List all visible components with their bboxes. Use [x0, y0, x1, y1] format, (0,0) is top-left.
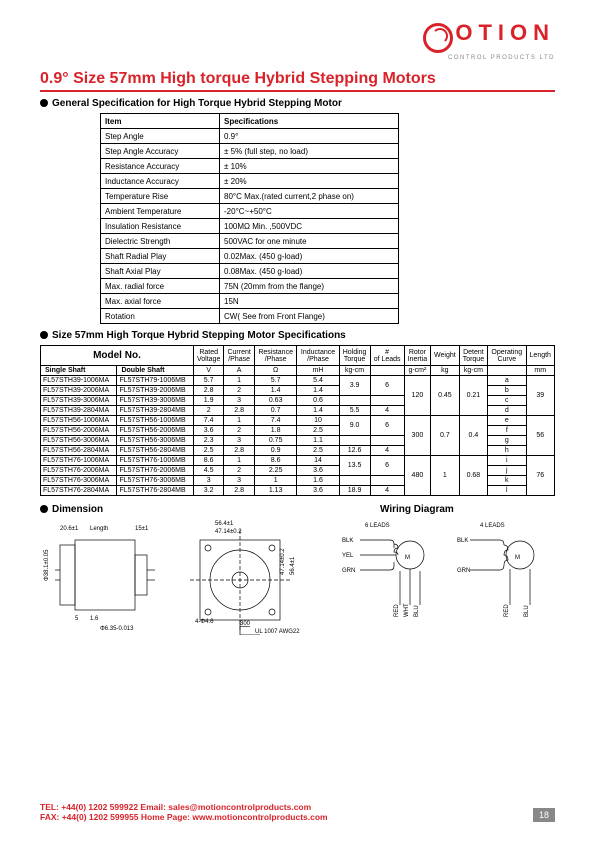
- logo-subtitle: CONTROL PRODUCTS LTD: [423, 55, 555, 61]
- svg-text:Length: Length: [90, 526, 108, 532]
- bullet-icon: [40, 99, 48, 107]
- spec-val: ± 5% (full step, no load): [220, 144, 399, 159]
- svg-text:UL 1007 AWG22: UL 1007 AWG22: [255, 629, 300, 635]
- spec-header-spec: Specifications: [220, 114, 399, 129]
- page-number: 18: [533, 808, 555, 822]
- svg-text:4 LEADS: 4 LEADS: [480, 523, 505, 529]
- footer-line1: TEL: +44(0) 1202 599922 Email: sales@mot…: [40, 802, 555, 812]
- page-title: 0.9° Size 57mm High torque Hybrid Steppi…: [40, 70, 555, 92]
- spec-key: Step Angle Accuracy: [101, 144, 220, 159]
- wiring-diagram: 6 LEADS 4 LEADS M BLK YEL GRN RED: [340, 515, 560, 635]
- spec-header-item: Item: [101, 114, 220, 129]
- svg-text:RED: RED: [504, 604, 510, 617]
- bottom-section: Dimension 20.6±1 Length 15±1 Φ38.1±0.05 …: [40, 504, 555, 635]
- logo: OTION CONTROL PRODUCTS LTD: [423, 20, 555, 61]
- svg-text:BLK: BLK: [342, 538, 353, 544]
- spec-key: Inductance Accuracy: [101, 174, 220, 189]
- svg-text:47.14±0.2: 47.14±0.2: [280, 548, 286, 575]
- section2-title: Size 57mm High Torque Hybrid Stepping Mo…: [52, 330, 346, 341]
- dimension-block: Dimension 20.6±1 Length 15±1 Φ38.1±0.05 …: [40, 504, 330, 635]
- svg-text:47.14±0.2: 47.14±0.2: [215, 529, 242, 535]
- spec-val: 500VAC for one minute: [220, 234, 399, 249]
- spec-val: 15N: [220, 294, 399, 309]
- bullet-icon: [40, 331, 48, 339]
- spec-key: Resistance Accuracy: [101, 159, 220, 174]
- svg-text:YEL: YEL: [342, 553, 354, 559]
- spec-key: Insulation Resistance: [101, 219, 220, 234]
- svg-text:M: M: [405, 555, 410, 561]
- dimension-title: Dimension: [52, 504, 103, 515]
- logo-icon: [423, 23, 453, 53]
- dimension-heading: Dimension: [40, 504, 330, 515]
- svg-text:56.4±1: 56.4±1: [290, 556, 296, 575]
- spec-key: Ambient Temperature: [101, 204, 220, 219]
- svg-text:WHT: WHT: [404, 603, 410, 617]
- svg-text:BLU: BLU: [524, 605, 530, 617]
- svg-text:15±1: 15±1: [135, 526, 149, 532]
- spec-key: Max. axial force: [101, 294, 220, 309]
- spec-val: 80°C Max.(rated current,2 phase on): [220, 189, 399, 204]
- logo-text: OTION: [455, 20, 555, 45]
- svg-text:GRN: GRN: [342, 568, 355, 574]
- svg-text:5: 5: [75, 616, 79, 622]
- spec-key: Shaft Axial Play: [101, 264, 220, 279]
- logo-main-row: OTION: [423, 20, 555, 53]
- page: OTION CONTROL PRODUCTS LTD 0.9° Size 57m…: [0, 0, 595, 842]
- svg-text:M: M: [515, 555, 520, 561]
- svg-text:Φ6.35-0.013: Φ6.35-0.013: [100, 626, 134, 632]
- spec-val: 0.9°: [220, 129, 399, 144]
- svg-text:300: 300: [240, 621, 251, 627]
- spec-val: 100MΩ Min. ,500VDC: [220, 219, 399, 234]
- spec-val: 0.02Max. (450 g-load): [220, 249, 399, 264]
- svg-text:4-Φ4.6: 4-Φ4.6: [195, 619, 214, 625]
- svg-text:1.6: 1.6: [90, 616, 99, 622]
- svg-text:20.6±1: 20.6±1: [60, 526, 79, 532]
- svg-text:RED: RED: [394, 604, 400, 617]
- bullet-icon: [40, 505, 48, 513]
- spec-val: CW( See from Front Flange): [220, 309, 399, 324]
- spec-val: 0.08Max. (450 g-load): [220, 264, 399, 279]
- svg-text:6 LEADS: 6 LEADS: [365, 523, 390, 529]
- dimension-drawing: 20.6±1 Length 15±1 Φ38.1±0.05 5 1.6 Φ6.3…: [40, 515, 330, 635]
- section1-title: General Specification for High Torque Hy…: [52, 98, 342, 109]
- section2-heading: Size 57mm High Torque Hybrid Stepping Mo…: [40, 330, 555, 341]
- spec-key: Temperature Rise: [101, 189, 220, 204]
- footer-line2: FAX: +44(0) 1202 599955 Home Page: www.m…: [40, 812, 555, 822]
- spec-key: Max. radial force: [101, 279, 220, 294]
- spec-val: -20°C~+50°C: [220, 204, 399, 219]
- spec-val: ± 20%: [220, 174, 399, 189]
- spec-val: ± 10%: [220, 159, 399, 174]
- svg-text:BLK: BLK: [457, 538, 468, 544]
- spec-val: 75N (20mm from the flange): [220, 279, 399, 294]
- spec-table: ItemSpecifications Step Angle0.9°Step An…: [100, 113, 399, 324]
- svg-text:GRN: GRN: [457, 568, 470, 574]
- svg-text:BLU: BLU: [414, 605, 420, 617]
- spec-key: Rotation: [101, 309, 220, 324]
- wiring-title: Wiring Diagram: [380, 504, 560, 515]
- svg-text:56.4±1: 56.4±1: [215, 521, 234, 527]
- wiring-block: Wiring Diagram 6 LEADS 4 LEADS M BLK: [340, 504, 560, 635]
- spec-key: Step Angle: [101, 129, 220, 144]
- footer: TEL: +44(0) 1202 599922 Email: sales@mot…: [40, 802, 555, 822]
- spec-key: Dielectric Strength: [101, 234, 220, 249]
- svg-text:Φ38.1±0.05: Φ38.1±0.05: [44, 549, 50, 581]
- model-table: Model No.RatedVoltageCurrent/PhaseResist…: [40, 345, 555, 496]
- section1-heading: General Specification for High Torque Hy…: [40, 98, 555, 109]
- spec-key: Shaft Radial Play: [101, 249, 220, 264]
